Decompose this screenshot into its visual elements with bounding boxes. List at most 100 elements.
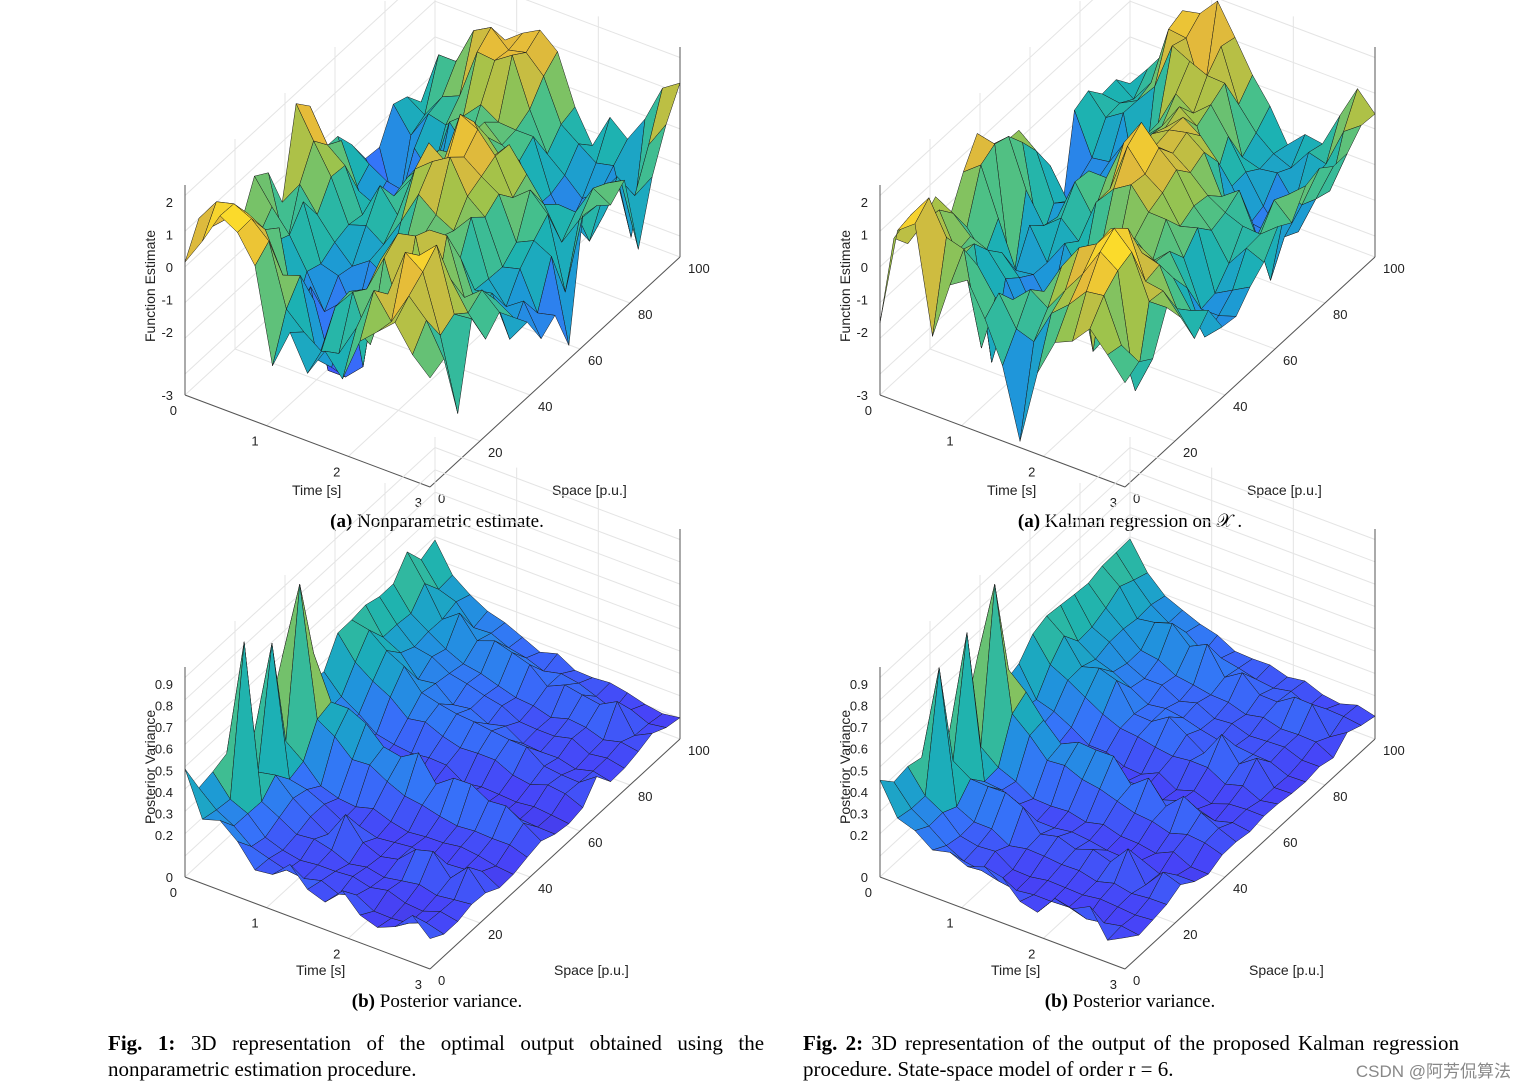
y-tick-label: 60 [588, 353, 602, 368]
subcaption-text: Posterior variance. [379, 991, 523, 1012]
y-tick-label: 80 [1333, 307, 1347, 322]
z-tick-label: 0.9 [155, 677, 173, 692]
subcaption-text: Kalman regression on 𝒳 . [1044, 511, 1243, 532]
z-tick-label: 0.6 [850, 742, 868, 757]
z-tick-label: 0 [861, 260, 868, 275]
z-tick-label: 0.8 [155, 698, 173, 713]
z-tick-label: 0.7 [155, 720, 173, 735]
y-tick-label: 0 [1133, 491, 1140, 506]
z-tick-label: 1 [861, 227, 868, 242]
caption-text: 3D representation of the optimal output … [108, 1031, 765, 1081]
x-tick-label: 2 [1028, 946, 1035, 961]
figure-2b-panel: 0.9 0.8 0.7 0.6 0.5 0.4 0.3 0.2 0 0 1 2 3 0 20 40 60 80 10… [825, 437, 1445, 992]
z-tick-label: -2 [161, 325, 173, 340]
y-tick-label: 40 [1233, 399, 1247, 414]
y-tick-label: 20 [1183, 445, 1197, 460]
x-tick-label: 3 [1110, 977, 1117, 992]
y-tick-label: 60 [588, 835, 602, 850]
figure-1a-panel: 2 1 0 -1 -2 -3 0 1 2 3 0 20 40 60 80 100 Function Estim… [130, 0, 750, 510]
z-tick-label: 0 [861, 870, 868, 885]
y-tick-label: 20 [488, 927, 502, 942]
surface-mesh [879, 538, 1376, 941]
y-axis-label: Space [p.u.] [554, 962, 629, 978]
y-tick-label: 100 [1383, 743, 1405, 758]
x-tick-label: 0 [865, 885, 872, 900]
subcaption-label: (b) [351, 991, 376, 1012]
z-tick-label: 2 [166, 195, 173, 210]
y-tick-label: 0 [438, 973, 445, 988]
y-tick-label: 100 [688, 261, 710, 276]
z-tick-label: 0.7 [850, 720, 868, 735]
z-tick-label: 0.2 [155, 828, 173, 843]
subcaption-fig1b: (b) Posterior variance. [352, 991, 522, 1013]
z-tick-label: 0.3 [850, 807, 868, 822]
z-tick-label: 1 [166, 227, 173, 242]
z-tick-label: 0.2 [850, 828, 868, 843]
subcaption-fig2a: (a) Kalman regression on 𝒳 . [1018, 511, 1242, 533]
z-tick-label: 0.5 [850, 763, 868, 778]
caption-text: 3D representation of the output of the p… [803, 1031, 1460, 1081]
x-tick-label: 1 [946, 434, 953, 449]
surface-face [1106, 925, 1140, 941]
subcaption-fig2b: (b) Posterior variance. [1045, 991, 1215, 1013]
x-axis-label: Time [s] [296, 962, 346, 978]
y-tick-label: 60 [1283, 835, 1297, 850]
z-axis-label: Posterior Variance [142, 709, 158, 824]
z-tick-label: 0 [166, 260, 173, 275]
surface-face [1107, 344, 1140, 384]
figure-2a-panel: 2 1 0 -1 -2 -3 0 1 2 3 0 20 40 60 80 100 Function Estim… [825, 0, 1445, 510]
z-tick-label: 0.4 [155, 785, 173, 800]
z-tick-label: 0.5 [155, 763, 173, 778]
z-tick-label: -3 [856, 388, 868, 403]
x-axis-label: Time [s] [991, 962, 1041, 978]
surface-mesh [879, 0, 1376, 442]
y-tick-label: 80 [638, 789, 652, 804]
z-tick-label: 0.3 [155, 807, 173, 822]
z-tick-label: -3 [161, 388, 173, 403]
x-tick-label: 1 [251, 916, 258, 931]
figure-1b-panel: 0.9 0.8 0.7 0.6 0.5 0.4 0.3 0.2 0 0 1 2 3 0 20 40 60 80 10… [130, 437, 750, 992]
z-axis-label: Function Estimate [142, 229, 158, 342]
x-tick-label: 0 [170, 403, 177, 418]
x-tick-label: 0 [170, 885, 177, 900]
x-tick-label: 1 [946, 916, 953, 931]
y-axis-label: Space [p.u.] [1247, 482, 1322, 498]
subcaption-fig1a: (a) Nonparametric estimate. [330, 511, 544, 533]
watermark: CSDN @阿芳侃算法 [1355, 1062, 1511, 1081]
x-tick-label: 3 [415, 495, 422, 510]
x-tick-label: 2 [333, 946, 340, 961]
x-tick-label: 2 [1028, 464, 1035, 479]
z-axis-label: Function Estimate [837, 229, 853, 342]
y-tick-label: 80 [1333, 789, 1347, 804]
subcaption-label: (a) [1017, 511, 1041, 532]
y-axis-label: Space [p.u.] [1249, 962, 1324, 978]
x-tick-label: 3 [415, 977, 422, 992]
y-tick-label: 80 [638, 307, 652, 322]
surface-mesh [184, 26, 681, 414]
figure-2-caption: Fig. 2: 3D representation of the output … [803, 1030, 1459, 1082]
subcaption-text: Posterior variance. [1072, 991, 1216, 1012]
subcaption-label: (b) [1044, 991, 1069, 1012]
y-tick-label: 20 [1183, 927, 1197, 942]
y-tick-label: 0 [438, 491, 445, 506]
surface-face [412, 915, 445, 939]
y-tick-label: 100 [688, 743, 710, 758]
surface-mesh [184, 539, 681, 939]
z-tick-label: 0 [166, 870, 173, 885]
y-axis-label: Space [p.u.] [552, 482, 627, 498]
subcaption-label: (a) [330, 511, 353, 532]
z-tick-label: -1 [856, 292, 868, 307]
x-tick-label: 1 [251, 434, 258, 449]
z-tick-label: 0.4 [850, 785, 868, 800]
surface-face [412, 319, 445, 379]
y-tick-label: 60 [1283, 353, 1297, 368]
z-tick-label: 2 [861, 195, 868, 210]
caption-label: Fig. 1: [108, 1031, 176, 1055]
